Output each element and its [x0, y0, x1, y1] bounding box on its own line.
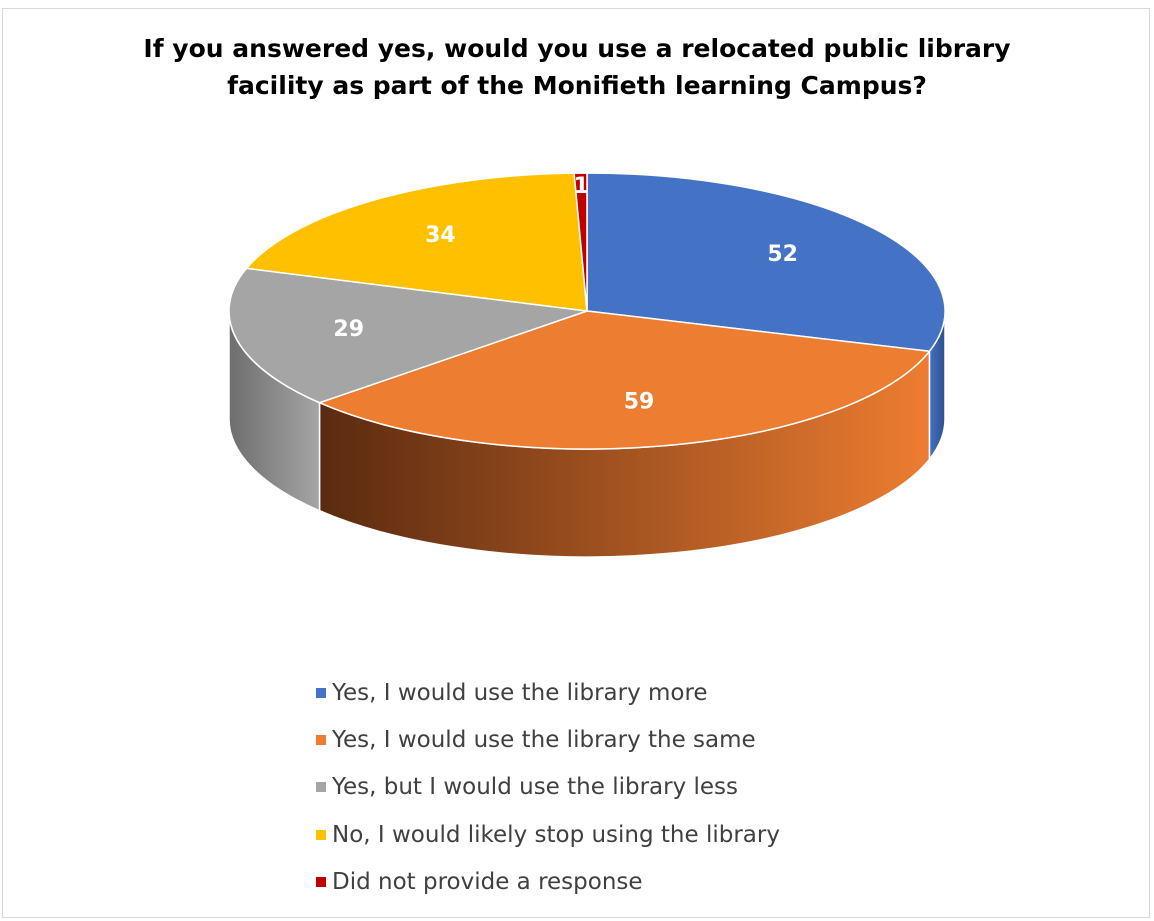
legend-swatch — [316, 829, 326, 840]
data-label: 52 — [767, 242, 798, 267]
legend-swatch — [316, 782, 326, 793]
data-label: 34 — [425, 223, 456, 248]
legend-label: Yes, I would use the library more — [332, 679, 708, 706]
pie-slice — [317, 310, 931, 450]
legend-label: Yes, I would use the library the same — [332, 726, 756, 753]
chart-title: If you answered yes, would you use a rel… — [0, 30, 1154, 104]
chart-title-line-2: facility as part of the Monifieth learni… — [227, 71, 927, 100]
chart-title-line-1: If you answered yes, would you use a rel… — [143, 34, 1011, 63]
legend-label: Did not provide a response — [332, 868, 643, 895]
legend-swatch — [316, 734, 326, 745]
pie-slice — [228, 267, 588, 404]
legend: Yes, I would use the library more Yes, I… — [316, 669, 780, 905]
pie-slice — [586, 172, 946, 353]
legend-swatch — [316, 687, 326, 698]
legend-item: Did not provide a response — [316, 858, 780, 905]
legend-label: Yes, but I would use the library less — [332, 774, 739, 801]
data-label: 1 — [574, 174, 589, 199]
legend-item: Yes, I would use the library more — [316, 669, 780, 716]
legend-item: Yes, but I would use the library less — [316, 764, 780, 811]
pie-slice — [245, 172, 588, 312]
legend-label: No, I would likely stop using the librar… — [332, 821, 780, 848]
pie-slice — [573, 172, 588, 312]
data-label: 59 — [624, 390, 655, 415]
data-label: 29 — [333, 317, 364, 342]
legend-swatch — [316, 876, 326, 887]
legend-item: Yes, I would use the library the same — [316, 716, 780, 763]
legend-item: No, I would likely stop using the librar… — [316, 811, 780, 858]
